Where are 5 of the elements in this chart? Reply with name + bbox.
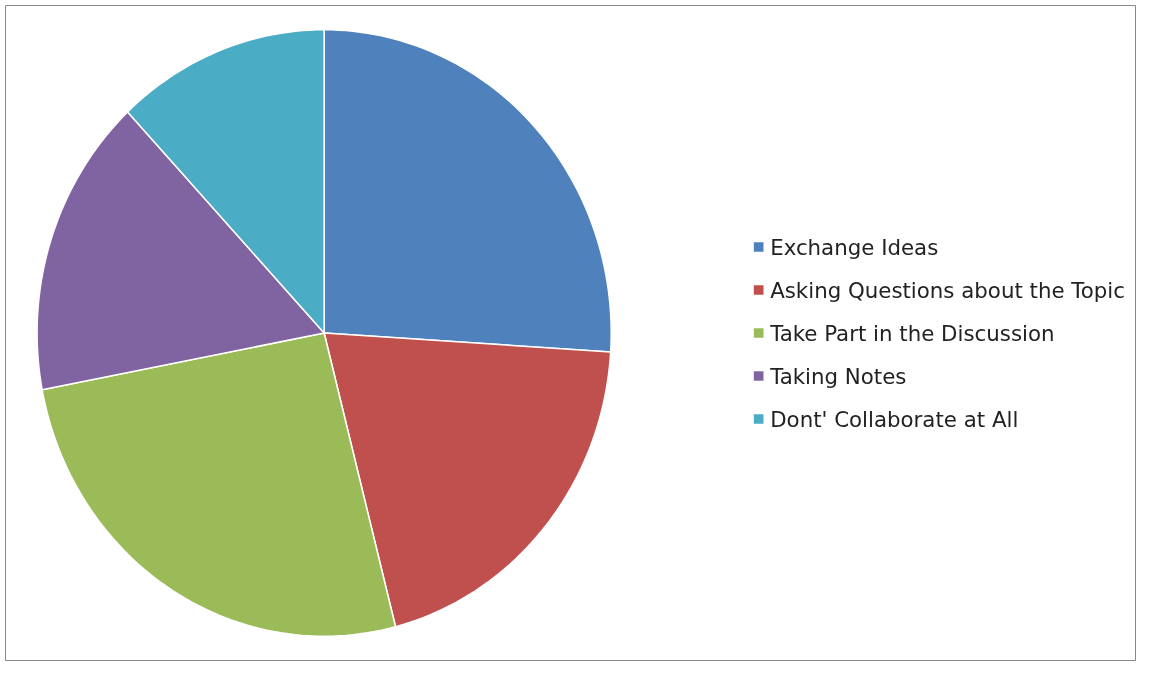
legend-label: Take Part in the Discussion [770, 320, 1055, 345]
legend-label: Exchange Ideas [770, 234, 939, 259]
legend-label: Asking Questions about the Topic [770, 277, 1125, 302]
legend-label: Dont' Collaborate at All [770, 406, 1019, 431]
legend-label: Taking Notes [770, 363, 907, 388]
